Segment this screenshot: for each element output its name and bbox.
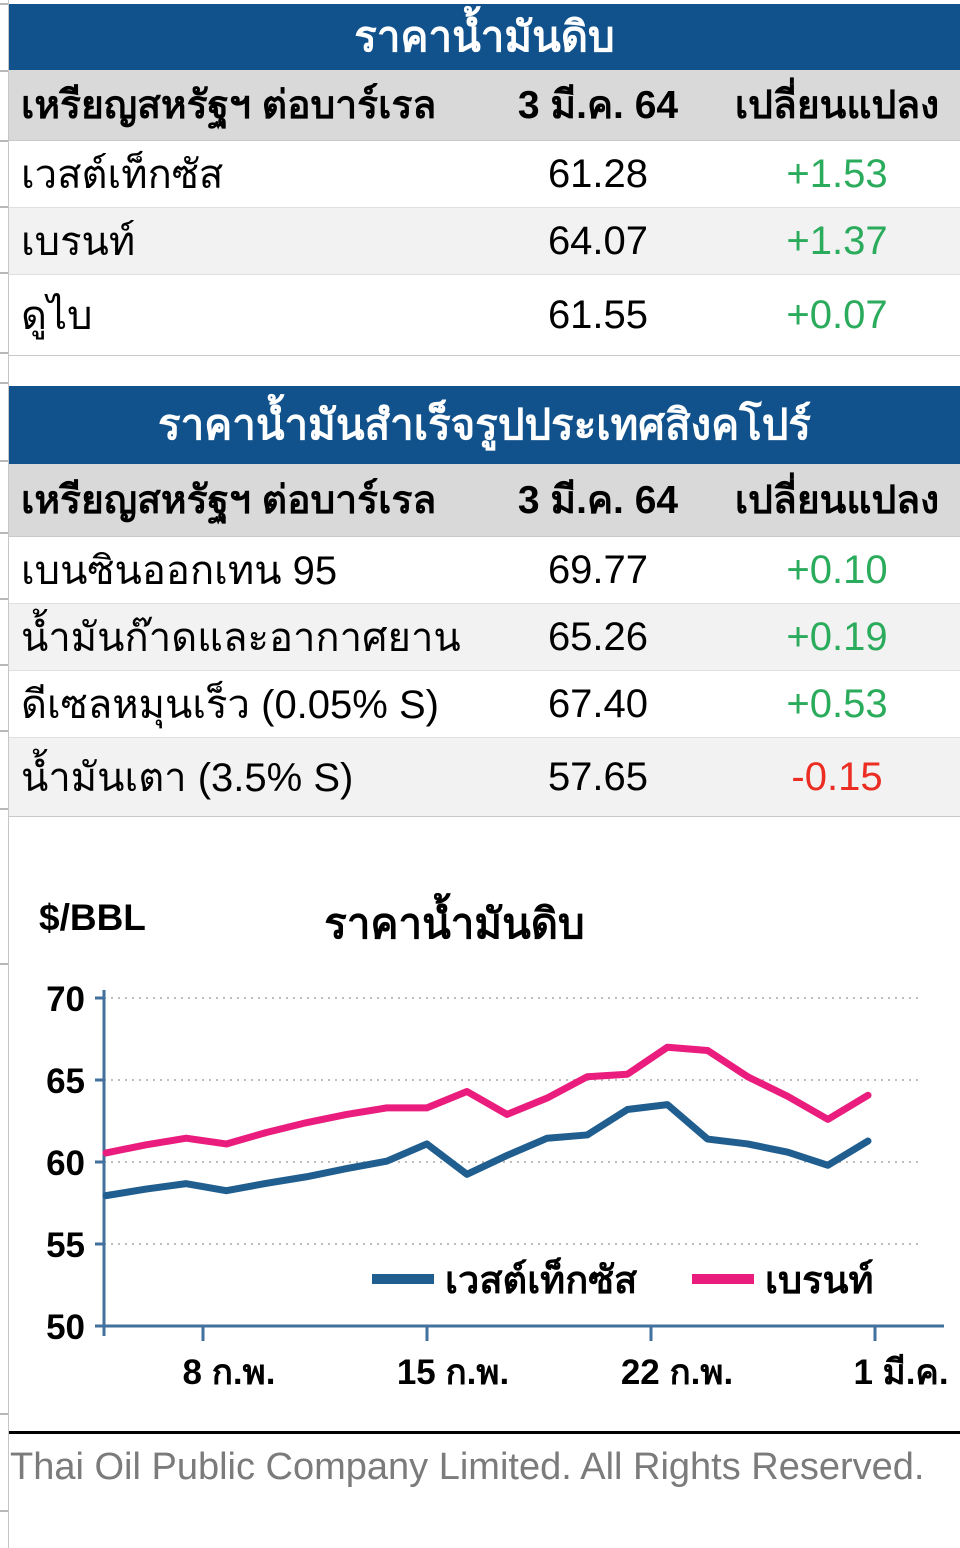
gutter-tick xyxy=(0,1510,8,1512)
row-label: น้ำมันก๊าดและอากาศยาน xyxy=(21,616,461,660)
row-price: 61.55 xyxy=(547,292,649,337)
row-price: 64.07 xyxy=(547,218,649,263)
refined-oil-table-header-row: เหรียญสหรัฐฯ ต่อบาร์เรล 3 มี.ค. 64 เปลี่… xyxy=(9,464,960,537)
crude-oil-chart-section: $/BBL ราคาน้ำมันดิบ 50 55 60 65 70 8 ก.พ. 15 ก… xyxy=(9,891,960,1437)
x-tick-label: 15 ก.พ. xyxy=(397,1353,509,1392)
chart-line-1 xyxy=(102,1043,872,1157)
column-header-change: เปลี่ยนแปลง xyxy=(734,84,940,127)
gutter-tick xyxy=(0,382,8,384)
copyright-text: Thai Oil Public Company Limited. All Rig… xyxy=(10,1446,925,1488)
table-row-diesel: ดีเซลหมุนเร็ว (0.05% S) 67.40 +0.53 xyxy=(9,671,960,738)
y-tick-label: 70 xyxy=(46,980,85,1019)
y-tick-label: 65 xyxy=(46,1062,85,1101)
crude-oil-table-header-row: เหรียญสหรัฐฯ ต่อบาร์เรล 3 มี.ค. 64 เปลี่… xyxy=(9,70,960,141)
gutter-tick xyxy=(0,206,8,208)
gutter-tick xyxy=(0,272,8,274)
row-label: น้ำมันเตา (3.5% S) xyxy=(21,756,354,800)
row-change: +0.19 xyxy=(786,614,888,659)
row-price: 67.40 xyxy=(547,681,649,726)
column-header-unit: เหรียญสหรัฐฯ ต่อบาร์เรล xyxy=(21,479,437,522)
gutter-tick xyxy=(0,808,8,810)
column-header-unit: เหรียญสหรัฐฯ ต่อบาร์เรล xyxy=(21,84,437,127)
gutter-tick xyxy=(0,3,8,5)
gutter-tick xyxy=(0,532,8,534)
table-row-west-texas: เวสต์เท็กซัส 61.28 +1.53 xyxy=(9,141,960,208)
row-label: เบรนท์ xyxy=(21,220,136,264)
y-tick-label: 55 xyxy=(46,1226,85,1265)
chart-header: $/BBL ราคาน้ำมันดิบ xyxy=(9,891,960,951)
gutter-tick xyxy=(0,730,8,732)
row-label: เวสต์เท็กซัส xyxy=(21,153,224,197)
row-change: +0.07 xyxy=(786,292,888,337)
gutter-tick xyxy=(0,140,8,142)
x-tick-label: 8 ก.พ. xyxy=(183,1353,276,1392)
row-change: -0.15 xyxy=(791,754,883,799)
gutter-tick xyxy=(0,664,8,666)
y-axis-unit-label: $/BBL xyxy=(39,897,146,938)
crude-oil-table-title: ราคาน้ำมันดิบ xyxy=(9,4,960,70)
row-price: 61.28 xyxy=(547,151,649,196)
table-row-brent: เบรนท์ 64.07 +1.37 xyxy=(9,208,960,275)
gutter-tick xyxy=(0,963,8,965)
table-row-gasoline-95: เบนซินออกเทน 95 69.77 +0.10 xyxy=(9,537,960,604)
table-row-fuel-oil: น้ำมันเตา (3.5% S) 57.65 -0.15 xyxy=(9,738,960,817)
row-price: 57.65 xyxy=(547,754,649,799)
row-label: เบนซินออกเทน 95 xyxy=(21,549,338,593)
footer: Thai Oil Public Company Limited. All Rig… xyxy=(0,1431,960,1489)
crude-oil-price-table: ราคาน้ำมันดิบ เหรียญสหรัฐฯ ต่อบาร์เรล 3 … xyxy=(9,4,960,356)
refined-oil-price-table: ราคาน้ำมันสำเร็จรูปประเทศสิงคโปร์ เหรียญ… xyxy=(9,386,960,817)
column-header-date: 3 มี.ค. 64 xyxy=(517,84,679,127)
legend-label-0: เวสต์เท็กซัส xyxy=(445,1257,638,1302)
row-price: 65.26 xyxy=(547,614,649,659)
legend-label-1: เบรนท์ xyxy=(765,1259,874,1302)
x-tick-label: 1 มี.ค. xyxy=(853,1353,948,1392)
left-gutter-line xyxy=(0,0,9,1548)
gutter-tick xyxy=(0,1413,8,1415)
gutter-tick xyxy=(0,460,8,462)
row-change: +1.37 xyxy=(786,218,888,263)
chart-title: ราคาน้ำมันดิบ xyxy=(324,900,585,947)
column-header-change: เปลี่ยนแปลง xyxy=(734,479,940,522)
row-label: ดีเซลหมุนเร็ว (0.05% S) xyxy=(21,683,439,727)
gutter-tick xyxy=(0,70,8,72)
crude-oil-line-chart: 50 55 60 65 70 8 ก.พ. 15 ก.พ. 22 ก.พ. 1 มี.ค. เวส… xyxy=(46,980,949,1392)
column-header-date: 3 มี.ค. 64 xyxy=(517,479,679,522)
row-change: +1.53 xyxy=(786,151,888,196)
y-tick-label: 60 xyxy=(46,1144,85,1183)
x-tick-label: 22 ก.พ. xyxy=(621,1353,733,1392)
y-tick-label: 50 xyxy=(46,1308,85,1347)
gutter-tick xyxy=(0,598,8,600)
row-change: +0.53 xyxy=(786,681,888,726)
table-row-kerosene-jet: น้ำมันก๊าดและอากาศยาน 65.26 +0.19 xyxy=(9,604,960,671)
row-price: 69.77 xyxy=(547,547,649,592)
chart-line-0 xyxy=(102,1101,872,1200)
row-label: ดูไบ xyxy=(21,294,93,338)
table-row-dubai: ดูไบ 61.55 +0.07 xyxy=(9,275,960,356)
refined-oil-table-title: ราคาน้ำมันสำเร็จรูปประเทศสิงคโปร์ xyxy=(9,386,960,464)
gutter-tick xyxy=(0,352,8,354)
row-change: +0.10 xyxy=(786,547,888,592)
